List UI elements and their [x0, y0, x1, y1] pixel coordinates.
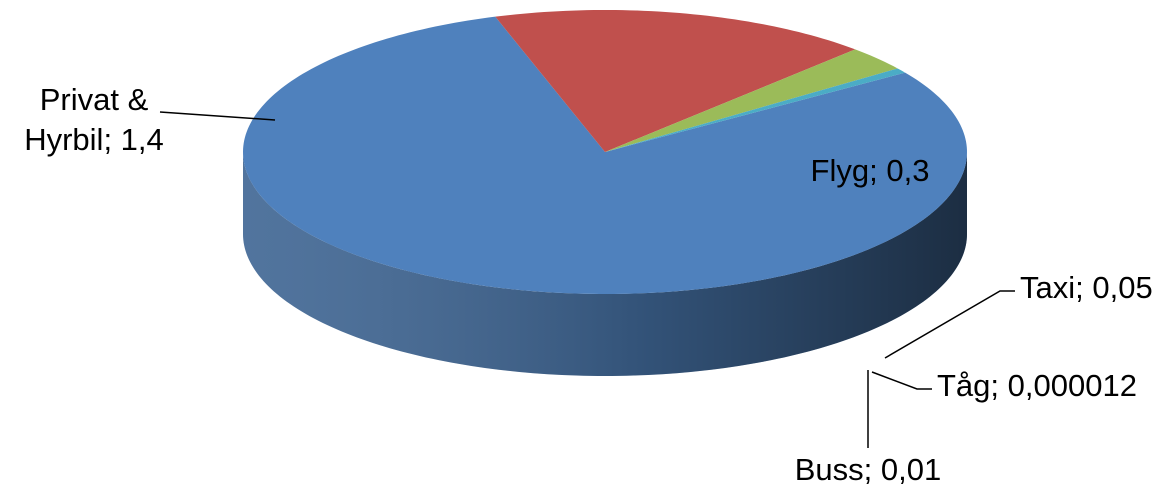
data-label-buss: Buss; 0,01	[795, 452, 941, 487]
data-label-line: Privat &	[40, 82, 149, 117]
data-label-line: Taxi; 0,05	[1020, 270, 1153, 305]
data-label-line: Flyg; 0,3	[811, 153, 930, 188]
leader-line-taxi	[884, 290, 1015, 359]
pie-slice-tåg	[605, 68, 898, 152]
pie-tops	[243, 10, 967, 295]
data-label-line: Buss; 0,01	[795, 452, 941, 487]
pie-sides	[243, 152, 967, 376]
pie-slice-privat-hyrbil	[243, 16, 967, 295]
pie-slice-taxi	[605, 49, 898, 152]
data-label-line: Hyrbil; 1,4	[24, 122, 164, 157]
data-label-line: Tåg; 0,000012	[937, 368, 1137, 403]
leader-line-tåg	[871, 371, 932, 390]
pie-slice-buss	[605, 68, 906, 152]
data-labels: Privat & Hyrbil; 1,4 Flyg; 0,3 Taxi; 0,05 Tå…	[24, 82, 1152, 487]
pie-slice-flyg	[495, 10, 856, 153]
leader-lines	[159, 111, 1015, 448]
data-label-taxi: Taxi; 0,05	[1020, 270, 1153, 305]
data-label-privat-hyrbil: Privat & Hyrbil; 1,4	[24, 82, 164, 157]
data-label-tåg: Tåg; 0,000012	[937, 368, 1137, 403]
leader-line-privat-hyrbil	[159, 111, 276, 121]
pie-side-shading-privat-hyrbil	[243, 152, 967, 376]
data-label-flyg: Flyg; 0,3	[811, 153, 930, 188]
